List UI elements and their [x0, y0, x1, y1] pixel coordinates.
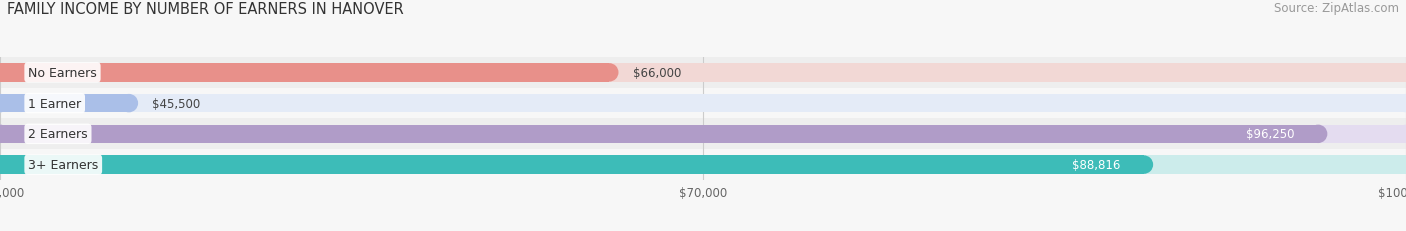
Text: 1 Earner: 1 Earner [28, 97, 82, 110]
Bar [0, 119, 1406, 150]
Bar [0, 88, 1406, 119]
Bar [0, 64, 1406, 82]
Ellipse shape [0, 64, 10, 82]
Ellipse shape [1309, 125, 1327, 143]
Ellipse shape [0, 64, 10, 82]
Bar [0, 150, 1406, 180]
Text: Source: ZipAtlas.com: Source: ZipAtlas.com [1274, 2, 1399, 15]
Bar [0, 58, 1406, 88]
Text: $66,000: $66,000 [633, 67, 681, 79]
Ellipse shape [1396, 64, 1406, 82]
Ellipse shape [0, 156, 10, 174]
Text: $45,500: $45,500 [152, 97, 201, 110]
Bar [0, 125, 1319, 143]
Text: 3+ Earners: 3+ Earners [28, 158, 98, 171]
Ellipse shape [600, 64, 619, 82]
Bar [0, 94, 129, 113]
Ellipse shape [1396, 94, 1406, 113]
Bar [0, 156, 1406, 174]
Ellipse shape [0, 125, 10, 143]
Bar [0, 125, 1406, 143]
Ellipse shape [0, 94, 10, 113]
Text: $96,250: $96,250 [1246, 128, 1295, 141]
Ellipse shape [0, 156, 10, 174]
Text: FAMILY INCOME BY NUMBER OF EARNERS IN HANOVER: FAMILY INCOME BY NUMBER OF EARNERS IN HA… [7, 2, 404, 17]
Ellipse shape [1396, 156, 1406, 174]
Ellipse shape [0, 125, 10, 143]
Bar [0, 64, 609, 82]
Text: No Earners: No Earners [28, 67, 97, 79]
Bar [0, 94, 1406, 113]
Ellipse shape [0, 94, 10, 113]
Bar [0, 156, 1144, 174]
Ellipse shape [1135, 156, 1153, 174]
Ellipse shape [1396, 125, 1406, 143]
Text: $88,816: $88,816 [1073, 158, 1121, 171]
Text: 2 Earners: 2 Earners [28, 128, 87, 141]
Ellipse shape [120, 94, 138, 113]
